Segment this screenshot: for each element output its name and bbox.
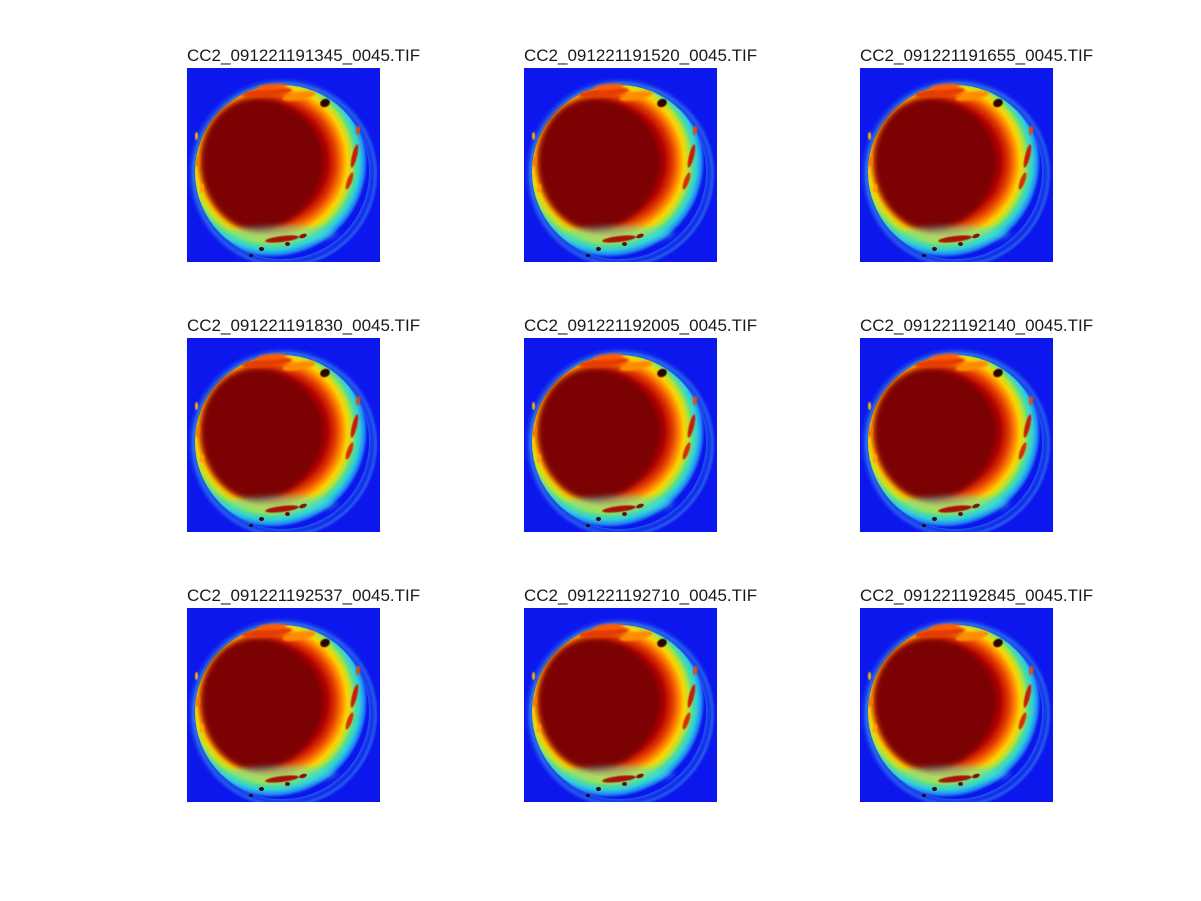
image-title: CC2_091221192140_0045.TIF xyxy=(860,316,1094,335)
tif-image xyxy=(187,68,380,262)
left-rim-fleck xyxy=(868,402,871,410)
bottom-dark-dot xyxy=(932,787,937,791)
outer-faint-ring xyxy=(189,79,377,262)
bottom-dark-dot xyxy=(932,517,937,521)
bottom-dark-dot xyxy=(958,512,963,516)
tif-image xyxy=(860,338,1053,532)
montage-cell: CC2_091221192845_0045.TIF xyxy=(860,586,1094,802)
left-rim-fleck xyxy=(868,672,871,680)
left-rim-fleck xyxy=(532,402,535,410)
outer-cyan-ring xyxy=(192,352,376,532)
montage-cell: CC2_091221192537_0045.TIF xyxy=(187,586,421,802)
montage-cell: CC2_091221192005_0045.TIF xyxy=(524,316,758,532)
outer-cyan-ring xyxy=(192,622,376,802)
montage-cell: CC2_091221192710_0045.TIF xyxy=(524,586,758,802)
outer-faint-ring xyxy=(526,349,714,532)
tif-image xyxy=(860,608,1053,802)
outer-cyan-ring xyxy=(865,352,1049,532)
tif-image xyxy=(524,68,717,262)
tif-image xyxy=(860,68,1053,262)
outer-cyan-ring xyxy=(192,82,376,262)
bottom-dark-dot xyxy=(285,512,290,516)
bottom-dark-dot xyxy=(259,517,264,521)
bottom-dark-dot xyxy=(622,242,627,246)
bottom-black-dot xyxy=(249,794,253,797)
outer-cyan-ring xyxy=(865,82,1049,262)
bottom-black-dot xyxy=(586,794,590,797)
bottom-dark-dot xyxy=(285,242,290,246)
bottom-cyan-smear xyxy=(900,766,1010,782)
outer-faint-ring xyxy=(526,79,714,262)
tif-image xyxy=(187,608,380,802)
outer-faint-ring xyxy=(862,349,1050,532)
bottom-dark-dot xyxy=(958,782,963,786)
bottom-black-dot xyxy=(586,254,590,257)
image-title: CC2_091221192005_0045.TIF xyxy=(524,316,758,335)
image-title: CC2_091221191520_0045.TIF xyxy=(524,46,758,65)
bottom-dark-dot xyxy=(622,512,627,516)
montage-cell: CC2_091221191830_0045.TIF xyxy=(187,316,421,532)
image-title: CC2_091221191345_0045.TIF xyxy=(187,46,421,65)
bottom-cyan-smear xyxy=(227,226,337,242)
bottom-black-dot xyxy=(922,794,926,797)
image-title: CC2_091221192710_0045.TIF xyxy=(524,586,758,605)
bottom-black-dot xyxy=(586,524,590,527)
montage-cell: CC2_091221191520_0045.TIF xyxy=(524,46,758,262)
outer-faint-ring xyxy=(189,619,377,802)
bottom-black-dot xyxy=(922,524,926,527)
outer-cyan-ring xyxy=(529,82,713,262)
left-rim-fleck xyxy=(868,132,871,140)
bottom-cyan-smear xyxy=(564,496,674,512)
tif-image xyxy=(524,338,717,532)
bottom-dark-dot xyxy=(596,787,601,791)
bottom-dark-dot xyxy=(285,782,290,786)
montage-cell: CC2_091221191345_0045.TIF xyxy=(187,46,421,262)
outer-cyan-ring xyxy=(865,622,1049,802)
left-rim-fleck xyxy=(532,672,535,680)
outer-cyan-ring xyxy=(529,352,713,532)
bottom-cyan-smear xyxy=(900,496,1010,512)
bottom-dark-dot xyxy=(596,517,601,521)
image-title: CC2_091221192845_0045.TIF xyxy=(860,586,1094,605)
outer-faint-ring xyxy=(189,349,377,532)
bottom-dark-dot xyxy=(259,787,264,791)
bottom-cyan-smear xyxy=(900,226,1010,242)
bottom-dark-dot xyxy=(932,247,937,251)
bottom-cyan-smear xyxy=(564,766,674,782)
bottom-dark-dot xyxy=(622,782,627,786)
bottom-cyan-smear xyxy=(227,766,337,782)
left-rim-fleck xyxy=(195,132,198,140)
bottom-cyan-smear xyxy=(227,496,337,512)
bottom-black-dot xyxy=(922,254,926,257)
left-rim-fleck xyxy=(195,672,198,680)
montage-cell: CC2_091221191655_0045.TIF xyxy=(860,46,1094,262)
tif-image xyxy=(187,338,380,532)
left-rim-fleck xyxy=(532,132,535,140)
left-rim-fleck xyxy=(195,402,198,410)
image-title: CC2_091221192537_0045.TIF xyxy=(187,586,421,605)
bottom-dark-dot xyxy=(596,247,601,251)
bottom-cyan-smear xyxy=(564,226,674,242)
bottom-black-dot xyxy=(249,524,253,527)
outer-faint-ring xyxy=(862,619,1050,802)
image-title: CC2_091221191655_0045.TIF xyxy=(860,46,1094,65)
outer-faint-ring xyxy=(862,79,1050,262)
montage-cell: CC2_091221192140_0045.TIF xyxy=(860,316,1094,532)
image-title: CC2_091221191830_0045.TIF xyxy=(187,316,421,335)
bottom-dark-dot xyxy=(259,247,264,251)
bottom-dark-dot xyxy=(958,242,963,246)
tif-image xyxy=(524,608,717,802)
bottom-black-dot xyxy=(249,254,253,257)
outer-cyan-ring xyxy=(529,622,713,802)
outer-faint-ring xyxy=(526,619,714,802)
